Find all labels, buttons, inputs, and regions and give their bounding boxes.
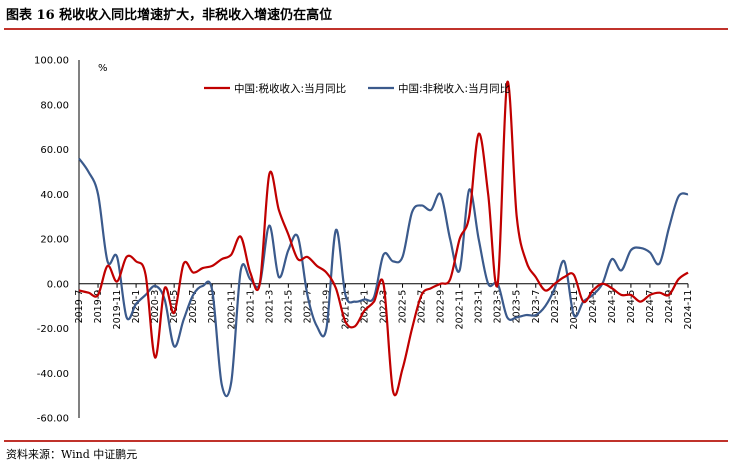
- y-tick-label: 60.00: [40, 145, 69, 156]
- x-tick-label: 2024-5: [626, 290, 637, 324]
- x-tick-label: 2019-9: [93, 290, 104, 324]
- x-tick-label: 2020-5: [169, 290, 180, 324]
- x-tick-label: 2023-11: [569, 290, 580, 330]
- x-tick-label: 2020-11: [226, 290, 237, 330]
- x-tick-label: 2023-5: [512, 290, 523, 324]
- figure-title: 图表 16 税收收入同比增速扩大，非税收入增速仍在高位: [6, 8, 333, 23]
- y-tick-label: -20.00: [37, 324, 69, 335]
- footer-rule: [4, 440, 728, 442]
- x-tick-label: 2024-1: [588, 290, 599, 324]
- x-tick-label: 2021-1: [245, 290, 256, 324]
- y-tick-label: 0.00: [47, 279, 69, 290]
- x-tick-label: 2022-5: [398, 290, 409, 324]
- x-tick-label: 2022-7: [417, 290, 428, 324]
- x-tick-label: 2022-3: [379, 290, 390, 324]
- x-tick-label: 2021-11: [340, 290, 351, 330]
- x-tick-labels: 2019-7 2019-9 2019-11 2020-1 2020-3 2020-5 202…: [74, 283, 694, 330]
- x-tick-label: 2024-9: [664, 290, 675, 324]
- y-unit-label: %: [98, 63, 108, 74]
- legend-label: 中国:非税收入:当月同比: [398, 82, 510, 95]
- x-tick-label: 2019-7: [74, 290, 85, 324]
- y-tick-labels: 100.00 80.00 60.00 40.00 20.00 0.00 -20.00 -40.…: [34, 56, 69, 425]
- x-tick-label: 2024-7: [645, 290, 656, 324]
- x-tick-label: 2023-7: [531, 290, 542, 324]
- x-tick-label: 2023-1: [474, 290, 485, 324]
- x-tick-label: 2023-9: [550, 290, 561, 324]
- x-tick-label: 2021-7: [302, 290, 313, 324]
- series-line-2: [78, 157, 689, 398]
- chart-axes: [78, 60, 688, 418]
- x-tick-label: 2021-3: [264, 290, 275, 324]
- source-note: 资料来源：Wind 中证鹏元: [6, 448, 138, 461]
- legend: 中国:税收收入:当月同比 中国:非税收入:当月同比: [204, 82, 510, 95]
- x-tick-label: 2020-3: [150, 290, 161, 324]
- x-tick-label: 2022-11: [455, 290, 466, 330]
- x-tick-label: 2019-11: [112, 290, 123, 330]
- series-lines: [78, 80, 689, 398]
- series-line-1: [78, 80, 689, 397]
- y-tick-label: 80.00: [40, 100, 69, 111]
- x-tick-label: 2021-9: [321, 290, 332, 324]
- x-tick-label: 2021-5: [283, 290, 294, 324]
- y-tick-label: -40.00: [37, 369, 69, 380]
- y-tick-label: 40.00: [40, 190, 69, 201]
- x-tick-label: 2022-9: [436, 290, 447, 324]
- x-tick-label: 2024-11: [683, 290, 694, 330]
- x-tick-label: 2023-3: [493, 290, 504, 324]
- x-tick-label: 2020-7: [188, 290, 199, 324]
- header-rule: [4, 28, 728, 30]
- y-tick-label: 100.00: [34, 56, 69, 67]
- y-tick-label: 20.00: [40, 235, 69, 246]
- x-tick-label: 2022-1: [359, 290, 370, 324]
- x-tick-label: 2024-3: [607, 290, 618, 324]
- legend-label: 中国:税收收入:当月同比: [234, 82, 346, 95]
- y-tick-label: -60.00: [37, 414, 69, 425]
- x-tick-label: 2020-9: [207, 290, 218, 324]
- x-tick-label: 2020-1: [131, 290, 142, 324]
